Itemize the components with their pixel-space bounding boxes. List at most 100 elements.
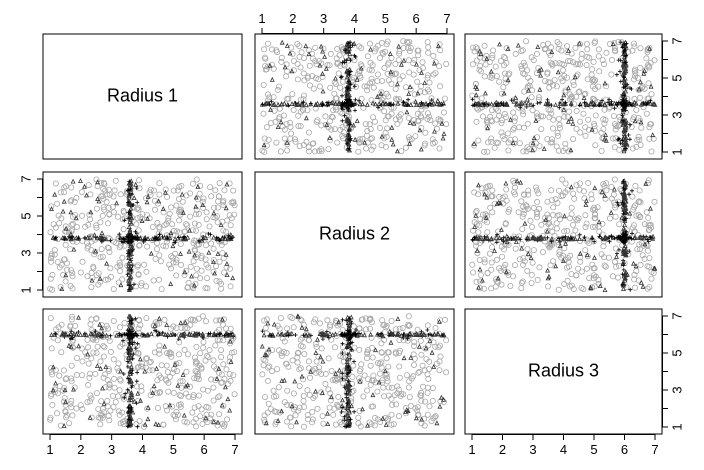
- scatter-point: [350, 387, 357, 394]
- scatter-point: [599, 100, 605, 106]
- scatter-point: [364, 101, 370, 107]
- scatter-point: [105, 245, 112, 252]
- scatter-point: [632, 284, 639, 291]
- scatter-point: [518, 198, 525, 205]
- scatter-point: [588, 284, 593, 290]
- scatter-point: [202, 318, 209, 325]
- scatter-point: [340, 317, 345, 322]
- scatter-point: [305, 144, 312, 151]
- scatter-point: [531, 235, 537, 241]
- scatter-point: [203, 209, 210, 216]
- scatter-point: [570, 190, 577, 197]
- scatter-point: [315, 368, 322, 375]
- scatter-point: [489, 235, 495, 241]
- scatter-point: [284, 43, 290, 48]
- scatter-point: [480, 148, 487, 155]
- scatter-point: [592, 273, 599, 280]
- scatter-point: [68, 397, 75, 404]
- scatter-point: [477, 278, 484, 285]
- scatter-point: [592, 142, 599, 149]
- scatter-point: [347, 147, 352, 153]
- scatter-point: [502, 114, 509, 121]
- scatter-point: [612, 126, 619, 133]
- scatter-point: [650, 132, 656, 138]
- scatter-point: [331, 344, 338, 351]
- scatter-point: [535, 190, 542, 197]
- scatter-point: [336, 319, 342, 325]
- scatter-point: [126, 180, 132, 186]
- scatter-point: [473, 212, 479, 218]
- scatter-point: [175, 382, 181, 388]
- scatter-point: [128, 205, 134, 211]
- scatter-point: [503, 186, 510, 193]
- scatter-point: [369, 135, 376, 142]
- scatter-point: [492, 63, 499, 70]
- scatter-point: [607, 239, 612, 244]
- scatter-point: [592, 255, 597, 260]
- scatter-point: [192, 331, 198, 336]
- scatter-point: [603, 49, 610, 56]
- scatter-point: [199, 198, 206, 205]
- scatter-point: [436, 367, 443, 374]
- scatter-point: [215, 251, 221, 256]
- scatter-point: [425, 44, 432, 51]
- scatter-point: [176, 207, 183, 214]
- scatter-point: [419, 362, 426, 369]
- scatter-point: [637, 213, 644, 220]
- scatter-point: [561, 113, 568, 120]
- scatter-point: [260, 102, 265, 107]
- scatter-point: [518, 63, 525, 70]
- scatter-point: [165, 236, 170, 240]
- scatter-point: [623, 47, 628, 52]
- scatter-point: [183, 383, 189, 389]
- scatter-point: [378, 90, 384, 96]
- scatter-point: [340, 376, 345, 381]
- scatter-point: [346, 129, 351, 134]
- scatter-point: [281, 126, 288, 133]
- scatter-point: [388, 55, 395, 62]
- scatter-point: [374, 388, 381, 395]
- scatter-point: [176, 392, 183, 399]
- scatter-point: [549, 49, 555, 54]
- scatter-point: [570, 221, 577, 228]
- scatter-point: [525, 251, 531, 256]
- scatter-point: [200, 344, 207, 351]
- scatter-point: [439, 120, 445, 126]
- scatter-point: [645, 222, 652, 229]
- scatter-point: [432, 120, 439, 127]
- scatter-point: [163, 220, 170, 227]
- scatter-point: [642, 241, 648, 247]
- scatter-point: [334, 59, 341, 66]
- scatter-point: [154, 365, 160, 371]
- scatter-point: [405, 321, 412, 328]
- scatter-point: [524, 104, 529, 109]
- scatter-point: [290, 107, 297, 114]
- scatter-point: [621, 191, 627, 197]
- scatter-point: [394, 81, 400, 87]
- scatter-point: [523, 38, 530, 45]
- scatter-point: [133, 181, 139, 187]
- scatter-point: [294, 41, 301, 48]
- scatter-point: [95, 270, 102, 277]
- scatter-point: [470, 237, 475, 242]
- scatter-point: [67, 198, 74, 205]
- scatter-point: [215, 326, 222, 333]
- scatter-point: [103, 364, 109, 369]
- scatter-point: [190, 258, 197, 265]
- scatter-point: [368, 67, 375, 74]
- scatter-point: [88, 355, 95, 362]
- scatter-point: [68, 231, 74, 237]
- scatter-point: [304, 416, 311, 423]
- scatter-point: [647, 205, 653, 211]
- scatter-point: [632, 118, 638, 124]
- scatter-point: [529, 259, 536, 266]
- scatter-point: [370, 84, 377, 91]
- scatter-point: [135, 370, 140, 375]
- scatter-point: [555, 116, 562, 123]
- scatter-point: [266, 363, 273, 370]
- scatter-point: [610, 234, 616, 240]
- scatter-point: [295, 313, 301, 319]
- scatter-point: [592, 185, 598, 191]
- scatter-point: [63, 272, 69, 278]
- scatter-point: [441, 396, 447, 402]
